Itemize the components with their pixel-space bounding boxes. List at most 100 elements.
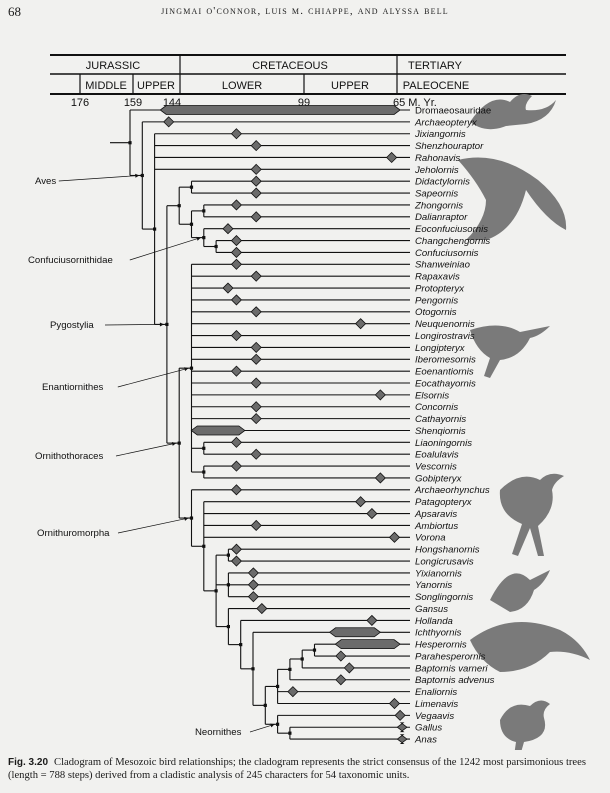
occurrence-diamond: [247, 567, 259, 579]
occurrence-diamond: [247, 579, 259, 591]
clade-label: Pygostylia: [50, 320, 94, 331]
taxon-label: Jixiangornis: [414, 129, 466, 140]
taxon-label: Vorona: [415, 533, 446, 544]
taxon-label: Neuquenornis: [415, 319, 475, 330]
taxon-label: Patagopteryx: [415, 497, 473, 508]
clade-label: Enantiornithes: [42, 382, 104, 393]
occurrence-diamond: [287, 686, 299, 698]
taxon-label: Changchengornis: [415, 236, 490, 247]
taxon-label: Dalianraptor: [415, 212, 468, 223]
occurrence-diamond: [230, 258, 243, 270]
clade-arrow: [58, 175, 140, 182]
taxon-label: Protopteryx: [415, 283, 465, 294]
taxon-label: Yanornis: [415, 580, 452, 591]
taxon-label: Vegaavis: [415, 711, 454, 722]
node-dot: [226, 624, 230, 629]
node-dot: [202, 544, 206, 548]
occurrence-diamond: [366, 614, 378, 626]
age-label: 176: [71, 97, 89, 109]
epoch-lower-cretaceous: LOWER: [222, 80, 262, 92]
occurrence-diamond: [366, 508, 378, 520]
occurrence-diamond: [230, 460, 243, 472]
taxon-label: Otogornis: [415, 307, 457, 318]
taxon-label: Anas: [414, 735, 437, 746]
taxon-label: Zhongornis: [414, 200, 463, 211]
node-dot: [239, 643, 243, 647]
taxon-label: Liaoningornis: [415, 438, 472, 449]
taxon-label: Gansus: [415, 604, 448, 615]
taxon-label: Hollanda: [415, 616, 453, 627]
node-dot: [214, 244, 218, 249]
clade-arrow: [117, 517, 189, 534]
occurrence-diamond: [355, 496, 367, 508]
occurrence-diamond: [230, 436, 243, 448]
taxon-label: Eoenantiornis: [415, 367, 474, 378]
taxon-label: Shenqiornis: [415, 426, 466, 437]
node-dot: [189, 185, 194, 189]
occurrence-diamond: [247, 591, 259, 603]
occurrence-diamond: [250, 353, 262, 365]
clade-arrow: [115, 442, 177, 457]
arrowhead-icon: [184, 367, 189, 372]
stratigraphic-range-bar: [334, 639, 401, 650]
node-dot: [189, 366, 194, 370]
taxon-label: Longicrusavis: [415, 556, 474, 567]
taxon-label: Concornis: [415, 402, 458, 413]
node-dot: [189, 516, 194, 520]
taxon-label: Confuciusornis: [415, 248, 479, 259]
occurrence-diamond: [250, 401, 262, 413]
figure-label: Fig. 3.20: [8, 757, 49, 768]
occurrence-diamond: [250, 187, 262, 199]
hesperornis-illustration: [470, 622, 590, 672]
taxon-label: Longirostravis: [415, 331, 475, 342]
node-dot: [263, 703, 267, 707]
occurrence-diamond: [374, 472, 386, 484]
occurrence-diamond: [388, 697, 401, 710]
stratigraphic-range-bar: [396, 734, 408, 745]
occurrence-diamond: [250, 341, 262, 353]
node-dot: [165, 322, 169, 327]
taxon-label: Rapaxavis: [415, 272, 460, 283]
taxon-label: Iberomesornis: [415, 355, 476, 366]
occurrence-diamond: [250, 413, 262, 425]
stratigraphic-range-bar: [159, 105, 401, 115]
timescale-header: [50, 54, 566, 95]
enantiornithine-illustration: [470, 325, 550, 378]
clade-arrow: [129, 237, 201, 261]
clade-label: Aves: [35, 176, 56, 187]
period-cretaceous: CRETACEOUS: [252, 60, 328, 72]
occurrence-diamond: [230, 543, 243, 555]
occurrence-diamond: [230, 365, 243, 377]
occurrence-diamond: [355, 318, 367, 330]
occurrence-diamond: [250, 519, 262, 532]
node-dot: [288, 731, 292, 735]
arrowhead-icon: [135, 173, 140, 178]
occurrence-diamond: [343, 662, 355, 674]
node-dot: [177, 204, 181, 208]
taxon-label: Limenavis: [415, 699, 458, 710]
occurrence-diamond: [230, 235, 243, 247]
occurrence-diamond: [163, 116, 175, 128]
neornithine-illustration: [500, 700, 550, 750]
occurrence-diamond: [250, 270, 262, 282]
node-dot: [177, 441, 181, 445]
occurrence-diamond: [230, 329, 243, 342]
clade-label: Ornithothoraces: [35, 451, 103, 462]
occurrence-diamond: [374, 389, 386, 401]
clade-label: Ornithuromorpha: [37, 528, 110, 539]
taxon-label: Apsaravis: [414, 509, 457, 520]
occurrence-diamond: [388, 531, 401, 543]
taxon-label: Gallus: [415, 723, 442, 734]
node-dot: [312, 648, 317, 652]
gansus-illustration: [490, 570, 550, 612]
stratigraphic-range-bar: [190, 425, 246, 436]
page-number: 68: [8, 4, 21, 19]
occurrence-diamond: [230, 128, 243, 140]
taxon-label: Songlingornis: [415, 592, 473, 603]
occurrence-diamond: [230, 199, 243, 211]
node-dot: [251, 667, 255, 671]
node-dot: [202, 236, 206, 240]
taxon-label: Longipteryx: [415, 343, 466, 354]
taxon-label: Hongshanornis: [415, 545, 480, 556]
age-label: 65 M. Yr.: [393, 97, 437, 109]
